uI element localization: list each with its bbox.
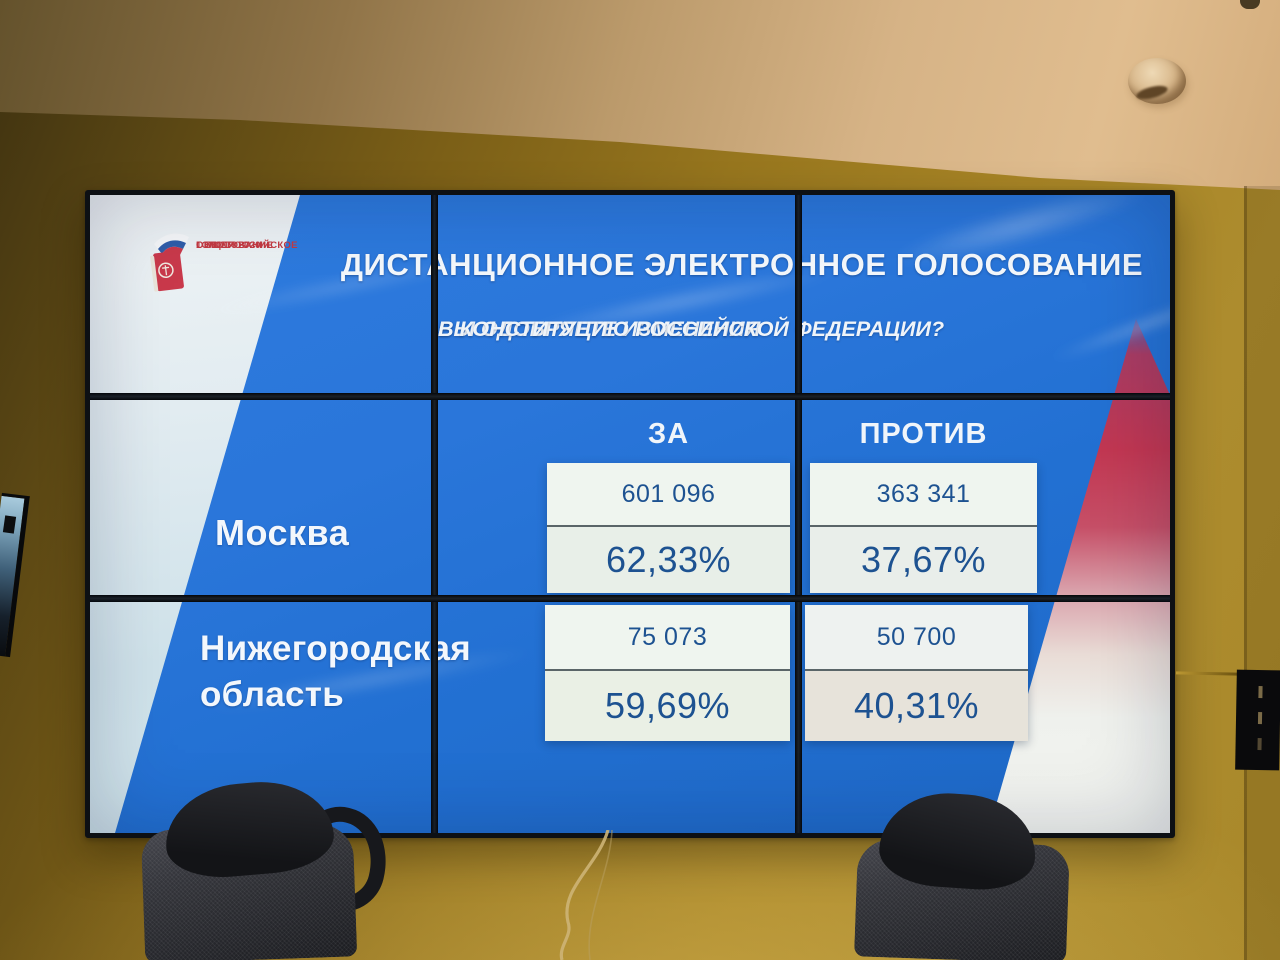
logo-caption-line: ГОЛОСОВАНИЕ	[196, 240, 274, 251]
result-box-moscow-protiv: 363 341 37,67%	[810, 463, 1037, 593]
logo-caption-line: ОБЩЕРОССИЙСКОЕ	[196, 240, 298, 251]
panel-bezel	[431, 195, 438, 833]
screen-title: ДИСТАНЦИОННОЕ ЭЛЕКТРОННОЕ ГОЛОСОВАНИЕ	[340, 247, 1144, 282]
column-header-za: ЗА	[647, 418, 690, 450]
vote-2020-logo: ОБЩЕРОССИЙСКОЕ ГОЛОСОВАНИЕ 1 ИЮЛЯ 2020	[148, 228, 338, 298]
vote-percent: 37,67%	[810, 525, 1037, 593]
logo-caption-line: 1 ИЮЛЯ 2020	[196, 240, 261, 251]
vote-count: 75 073	[545, 605, 790, 669]
wall-mounted-box	[1235, 669, 1280, 771]
vote-count: 50 700	[805, 605, 1028, 669]
vote-percent: 40,31%	[805, 669, 1028, 741]
video-wall: ОБЩЕРОССИЙСКОЕ ГОЛОСОВАНИЕ 1 ИЮЛЯ 2020 Д…	[85, 190, 1175, 838]
office-chair-right	[852, 788, 1077, 960]
panel-bezel	[90, 595, 1170, 602]
vote-question-line1: ВЫ ОДОБРЯЕТЕ ИЗМЕНЕНИЯ	[438, 317, 761, 341]
result-box-moscow-za: 601 096 62,33%	[547, 463, 790, 593]
vote-percent: 62,33%	[547, 525, 790, 593]
vote-count: 363 341	[810, 463, 1037, 525]
vote-question-line2: В КОНСТИТУЦИЮ РОССИЙСКОЙ ФЕДЕРАЦИИ?	[438, 317, 945, 341]
smoke-detector	[1128, 58, 1186, 104]
hanging-cable	[559, 830, 613, 960]
ceiling-fixture	[1240, 0, 1260, 9]
region-label-moscow: Москва	[215, 512, 350, 553]
result-box-nizhny-protiv: 50 700 40,31%	[805, 605, 1028, 741]
side-monitor-mount	[2, 515, 17, 534]
result-box-nizhny-za: 75 073 59,69%	[545, 605, 790, 741]
chair-headrest	[876, 788, 1040, 894]
screen-vignette	[90, 195, 1170, 833]
panel-bezel	[795, 195, 802, 833]
wall-corner-trim	[1244, 186, 1247, 960]
region-label-nizhny-novgorod: Нижегородская область	[200, 629, 471, 714]
column-header-protiv: ПРОТИВ	[859, 418, 988, 450]
vote-percent: 59,69%	[545, 669, 790, 741]
vote-count: 601 096	[547, 463, 790, 525]
panel-bezel	[90, 393, 1170, 400]
office-chair-left	[140, 775, 403, 960]
wall-shadow	[1247, 186, 1280, 960]
constitution-book-icon	[150, 233, 189, 292]
video-wall-screen: ОБЩЕРОССИЙСКОЕ ГОЛОСОВАНИЕ 1 ИЮЛЯ 2020 Д…	[90, 195, 1170, 833]
